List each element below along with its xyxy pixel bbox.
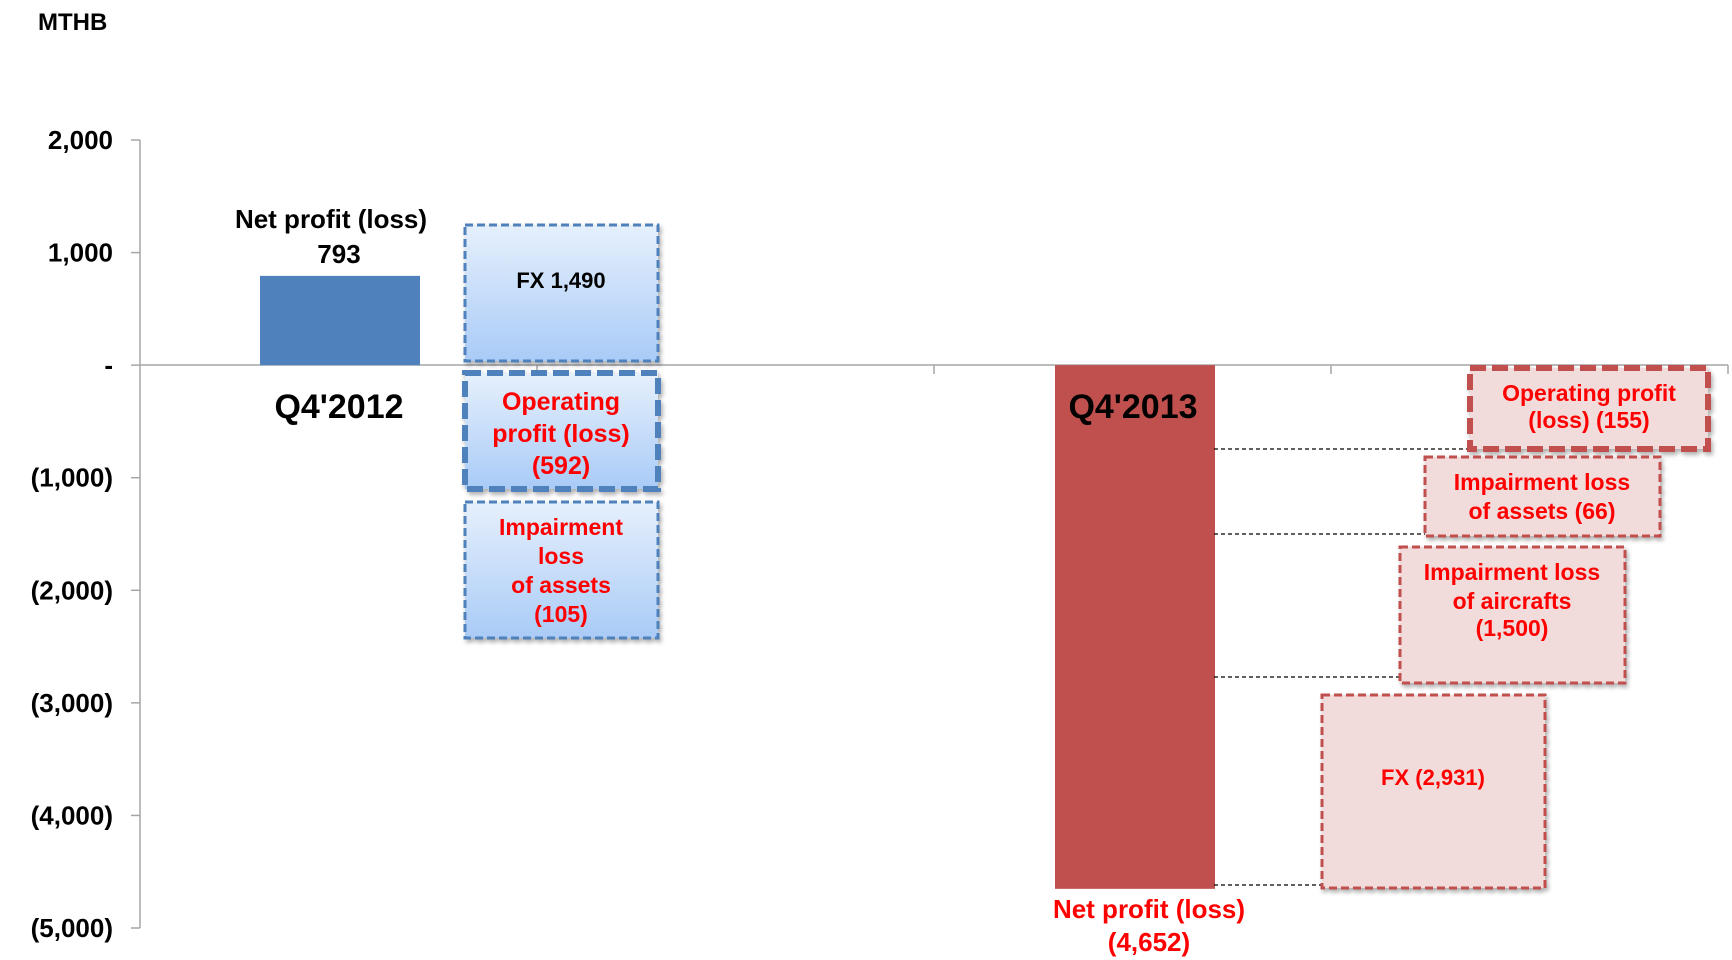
y-tick-label: 2,000: [48, 125, 113, 155]
component-box-operating-2012: Operating profit (loss) (592): [462, 370, 661, 492]
component-box-impairment-assets-2013: Impairment loss of assets (66): [1423, 455, 1662, 538]
svg-text:of aircrafts: of aircrafts: [1453, 588, 1572, 614]
bar-q4-2012-value: 793: [317, 239, 360, 269]
svg-text:loss: loss: [538, 543, 584, 569]
svg-text:Operating: Operating: [502, 388, 620, 416]
svg-text:of assets (66): of assets (66): [1468, 498, 1615, 524]
svg-text:(1,500): (1,500): [1476, 615, 1549, 641]
unit-label: MTHB: [38, 9, 107, 36]
component-box-impairment-2012: Impairment loss of assets (105): [463, 500, 660, 640]
svg-text:profit (loss): profit (loss): [492, 420, 630, 448]
y-tick-label: (1,000): [31, 463, 113, 493]
y-tick-label: 1,000: [48, 238, 113, 268]
component-box-impairment-aircrafts-2013: Impairment loss of aircrafts (1,500): [1398, 545, 1627, 685]
bar-q4-2012-label: Net profit (loss): [235, 204, 427, 234]
svg-text:(105): (105): [534, 601, 588, 627]
component-box-fx-2013: FX (2,931): [1320, 693, 1547, 890]
bar-q4-2012-net-profit: [260, 275, 420, 366]
svg-text:FX (2,931): FX (2,931): [1381, 765, 1485, 790]
y-tick-label: (5,000): [31, 913, 113, 943]
component-box-fx-2012: FX 1,490: [463, 223, 660, 363]
x-category-separators: [536, 365, 1729, 374]
y-axis-ticks: 2,000 1,000 - (1,000) (2,000) (3,000) (4,000) (…: [31, 125, 140, 943]
svg-text:(592): (592): [532, 452, 590, 480]
svg-text:Impairment loss: Impairment loss: [1424, 559, 1600, 585]
category-label-q4-2012: Q4'2012: [274, 388, 403, 426]
svg-text:Impairment loss: Impairment loss: [1454, 469, 1630, 495]
bar-q4-2013-value: (4,652): [1108, 927, 1190, 957]
category-label-q4-2013: Q4'2013: [1068, 388, 1197, 426]
svg-text:Operating profit: Operating profit: [1502, 380, 1676, 406]
svg-text:(loss) (155): (loss) (155): [1528, 407, 1649, 433]
svg-text:of assets: of assets: [511, 572, 611, 598]
connector-lines: [1214, 448, 1470, 886]
bar-q4-2013-label: Net profit (loss): [1053, 894, 1245, 924]
y-tick-label: (4,000): [31, 800, 113, 830]
bar-q4-2013-net-profit: [1055, 365, 1215, 889]
y-tick-label: (2,000): [31, 575, 113, 605]
y-tick-label: (3,000): [31, 688, 113, 718]
y-tick-label: -: [104, 350, 113, 380]
svg-text:Impairment: Impairment: [499, 514, 623, 540]
component-box-operating-2013: Operating profit (loss) (155): [1467, 365, 1711, 452]
svg-text:FX 1,490: FX 1,490: [516, 268, 605, 293]
